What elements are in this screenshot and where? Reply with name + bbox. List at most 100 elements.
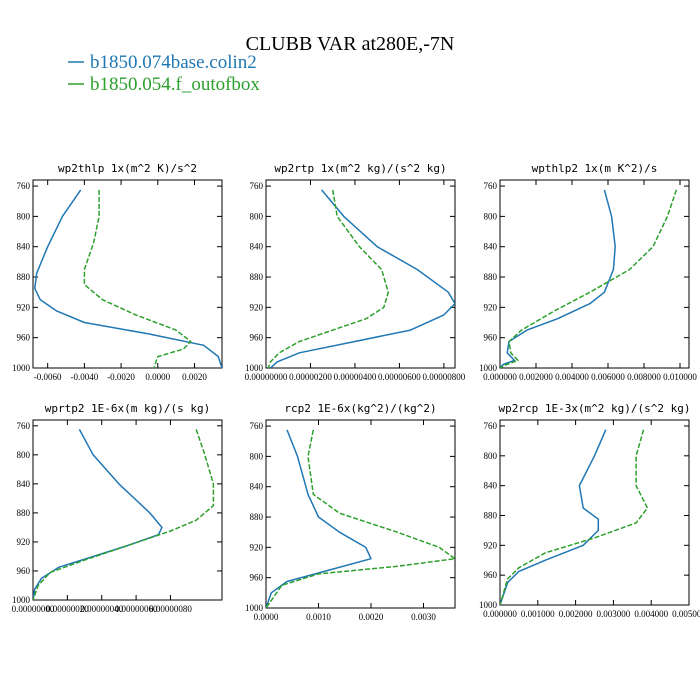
x-tick-label: 0.00000000 [245, 372, 288, 382]
y-tick-label: 960 [484, 570, 498, 580]
x-tick-label: 0.00000200 [289, 372, 332, 382]
plot-frame [499, 179, 690, 369]
x-tick-label: 0.002000 [519, 372, 553, 382]
x-tick-label: 0.008000 [627, 372, 661, 382]
figure-legend: b1850.074base.colin2 b1850.054.f_outofbo… [68, 52, 260, 95]
x-tick-label: 0.004000 [634, 609, 668, 619]
y-tick-label: 1000 [12, 595, 31, 605]
y-tick-label: 880 [250, 272, 264, 282]
plot-frame [32, 419, 223, 601]
series-line-2 [266, 429, 455, 608]
y-tick-label: 760 [484, 181, 498, 191]
panel-title: wp2thlp 1x(m^2 K)/s^2 [58, 162, 197, 175]
y-tick-label: 760 [484, 421, 498, 431]
panel-5: rcp2 1E-6x(kg^2)/(kg^2) 760 800 840 880 920 96… [245, 402, 456, 622]
y-tick-label: 960 [17, 333, 31, 343]
y-tick-label: 840 [17, 242, 31, 252]
y-tick-label: 840 [250, 242, 264, 252]
series-line-2 [500, 429, 649, 605]
x-tick-label: 0.00000060 [115, 604, 158, 614]
series-line-1 [500, 429, 607, 605]
y-tick-label: 760 [17, 421, 31, 431]
y-tick-label: 840 [250, 482, 264, 492]
y-tick-label: 880 [17, 272, 31, 282]
figure-title: CLUBB VAR at280E,-7N [246, 33, 455, 55]
y-tick-label: 800 [250, 211, 264, 221]
x-tick-label: 0.00000800 [423, 372, 466, 382]
panel-title: rcp2 1E-6x(kg^2)/(kg^2) [284, 402, 436, 415]
y-tick-label: 880 [17, 508, 31, 518]
x-tick-label: 0.0030 [411, 612, 436, 622]
x-tick-label: 0.000000 [483, 609, 517, 619]
y-tick-label: 920 [17, 302, 31, 312]
series-line-1 [34, 189, 222, 368]
legend-label-series-1: b1850.074base.colin2 [90, 52, 257, 73]
series-line-1 [266, 429, 372, 608]
y-tick-label: 960 [484, 333, 498, 343]
y-tick-label: 800 [250, 451, 264, 461]
y-tick-label: 920 [17, 537, 31, 547]
y-tick-label: 760 [250, 421, 264, 431]
series-line-1 [269, 189, 455, 368]
panel-1: wp2thlp 1x(m^2 K)/s^2 760 800 840 880 920 960 1… [12, 162, 223, 382]
x-tick-label: 0.00000000 [12, 604, 55, 614]
x-tick-label: 0.005000 [672, 609, 700, 619]
x-tick-label: 0.00000040 [80, 604, 123, 614]
x-tick-label: 0.002000 [559, 609, 593, 619]
y-tick-label: 920 [484, 540, 498, 550]
series-line-2 [33, 429, 215, 600]
y-tick-label: 920 [484, 302, 498, 312]
y-tick-label: 840 [484, 481, 498, 491]
y-tick-label: 800 [484, 451, 498, 461]
x-tick-label: 0.0020 [182, 372, 207, 382]
y-tick-label: 880 [250, 512, 264, 522]
panel-4: wprtp2 1E-6x(m kg)/(s kg) 760 800 840 880 920… [12, 402, 223, 614]
y-tick-label: 800 [484, 211, 498, 221]
y-tick-label: 1000 [479, 363, 498, 373]
y-tick-label: 1000 [12, 363, 31, 373]
y-tick-label: 840 [484, 242, 498, 252]
panel-title: wpthlp2 1x(m K^2)/s [532, 162, 658, 175]
y-tick-label: 960 [17, 566, 31, 576]
series-line-1 [33, 429, 163, 600]
y-tick-label: 1000 [245, 603, 264, 613]
y-tick-label: 1000 [479, 600, 498, 610]
x-tick-label: 0.0010 [306, 612, 331, 622]
x-tick-label: 0.010000 [663, 372, 697, 382]
series-line-2 [83, 189, 192, 368]
x-tick-label: 0.0000 [145, 372, 170, 382]
plot-frame [499, 419, 690, 606]
plot-frame [32, 179, 223, 369]
panel-title: wp2rtp 1x(m^2 kg)/(s^2 kg) [274, 162, 446, 175]
legend-label-series-2: b1850.054.f_outofbox [90, 74, 260, 95]
x-tick-label: 0.004000 [555, 372, 589, 382]
panel-title: wp2rcp 1E-3x(m^2 kg)/(s^2 kg) [498, 402, 690, 415]
y-tick-label: 960 [250, 573, 264, 583]
x-tick-label: -0.0020 [107, 372, 135, 382]
x-tick-label: 0.00000020 [46, 604, 89, 614]
y-tick-label: 800 [17, 211, 31, 221]
panel-3: wpthlp2 1x(m K^2)/s 760 800 840 880 920 960 100… [479, 162, 697, 382]
panel-2: wp2rtp 1x(m^2 kg)/(s^2 kg) 760 800 840 880 92… [245, 162, 466, 382]
y-tick-label: 920 [250, 542, 264, 552]
panel-title: wprtp2 1E-6x(m kg)/(s kg) [45, 402, 211, 415]
y-tick-label: 880 [484, 272, 498, 282]
y-tick-label: 840 [17, 479, 31, 489]
x-tick-label: 0.003000 [597, 609, 631, 619]
y-tick-label: 960 [250, 333, 264, 343]
x-tick-label: 0.00000080 [149, 604, 192, 614]
series-line-2 [267, 189, 390, 368]
plot-frame [265, 179, 456, 369]
x-tick-label: 0.0020 [359, 612, 384, 622]
x-tick-label: -0.0060 [34, 372, 62, 382]
y-tick-label: 800 [17, 450, 31, 460]
panel-6: wp2rcp 1E-3x(m^2 kg)/(s^2 kg)760 800 840 88… [479, 402, 700, 619]
x-tick-label: 0.00000400 [334, 372, 377, 382]
x-tick-label: 0.000000 [483, 372, 517, 382]
y-tick-label: 920 [250, 302, 264, 312]
x-tick-label: 0.0000 [254, 612, 279, 622]
x-tick-label: 0.001000 [521, 609, 555, 619]
y-tick-label: 760 [250, 181, 264, 191]
y-tick-label: 880 [484, 510, 498, 520]
